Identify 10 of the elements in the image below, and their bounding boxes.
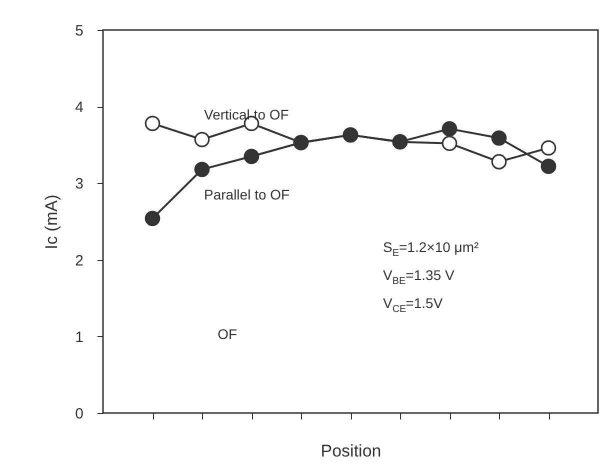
y-tick-label: 4 [75, 99, 84, 116]
annotation: OF [218, 326, 238, 342]
y-tick-label: 3 [75, 176, 84, 193]
y-axis-title: Ic (mA) [42, 194, 62, 250]
y-tick-label: 2 [75, 252, 84, 270]
y-tick-label: 0 [75, 406, 84, 422]
series-label: Parallel to OF [204, 186, 290, 202]
y-tick-label: 1 [75, 328, 84, 346]
x-axis-title: Position [320, 442, 382, 460]
y-tick-label: 5 [75, 22, 84, 40]
